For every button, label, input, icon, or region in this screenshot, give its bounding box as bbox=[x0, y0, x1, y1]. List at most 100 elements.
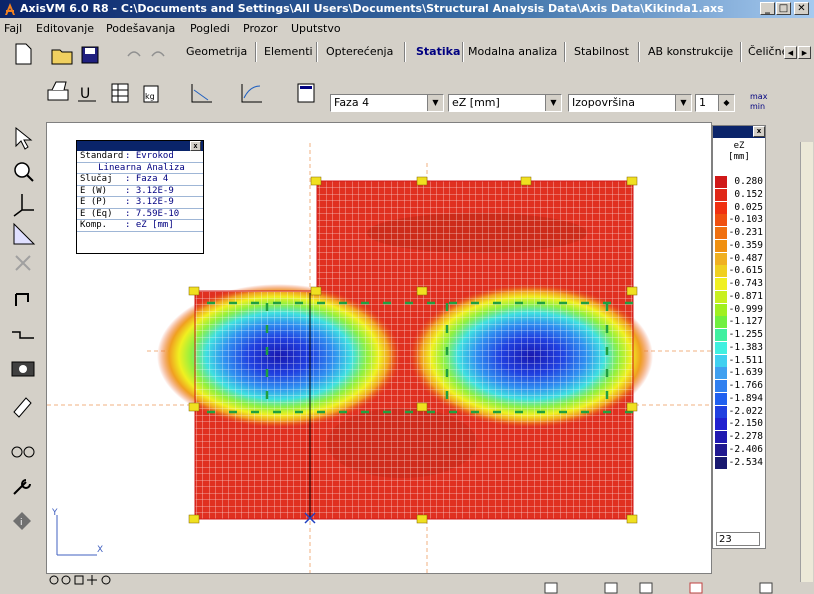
minimize-button[interactable]: _ bbox=[760, 2, 775, 15]
legend-swatch bbox=[715, 214, 727, 227]
menu-podesavanja[interactable]: Podešavanja bbox=[106, 22, 176, 35]
legend-count-input[interactable]: 23 bbox=[716, 532, 760, 546]
eraser-icon[interactable] bbox=[13, 397, 32, 418]
plate-shape[interactable] bbox=[157, 180, 653, 520]
menu-pogledi[interactable]: Pogledi bbox=[190, 22, 230, 35]
tab-scroll-left-button[interactable]: ◀ bbox=[784, 46, 797, 59]
legend-value: -0.487 bbox=[728, 252, 763, 264]
tab-modalna-analiza[interactable]: Modalna analiza bbox=[468, 45, 558, 58]
result-settings-icon[interactable] bbox=[297, 83, 315, 103]
camera-icon[interactable] bbox=[11, 361, 35, 377]
legend-value: -2.534 bbox=[728, 456, 763, 468]
menu-fajl[interactable]: Fajl bbox=[4, 22, 23, 35]
legend-swatch bbox=[715, 367, 727, 380]
display-mode-select[interactable]: Izopovršina ▼ bbox=[568, 94, 692, 112]
legend-swatch bbox=[715, 265, 727, 278]
menu-prozor[interactable]: Prozor bbox=[243, 22, 278, 35]
undo-icon[interactable] bbox=[127, 51, 141, 57]
diagram-px-icon[interactable] bbox=[241, 84, 262, 103]
legend-level: -2.022 bbox=[715, 405, 765, 419]
legend-level: -2.406 bbox=[715, 443, 765, 457]
component-select[interactable]: eZ [mm] ▼ bbox=[448, 94, 562, 112]
legend-title: eZ bbox=[733, 141, 745, 151]
zoom-icon[interactable] bbox=[14, 162, 34, 182]
tab-elementi[interactable]: Elementi bbox=[264, 45, 313, 58]
close-icon[interactable]: x bbox=[190, 141, 201, 151]
zoom-previous-icon[interactable] bbox=[101, 575, 111, 585]
redo-icon[interactable] bbox=[151, 51, 165, 57]
delete-x-icon[interactable] bbox=[15, 255, 31, 271]
tab-opterecenja[interactable]: Opterećenja bbox=[326, 45, 394, 58]
maximize-button[interactable]: □ bbox=[776, 2, 791, 15]
legend-swatch bbox=[715, 227, 727, 239]
open-folder-icon[interactable] bbox=[51, 49, 73, 65]
info-row: Linearna Analiza bbox=[77, 163, 203, 174]
legend-level: -2.534 bbox=[715, 456, 765, 470]
legend-value: -1.127 bbox=[728, 316, 763, 328]
new-file-icon[interactable] bbox=[15, 43, 32, 65]
frame-icon[interactable] bbox=[15, 293, 29, 306]
view-axes-icon[interactable] bbox=[13, 194, 34, 217]
tab-ab-konstrukcije[interactable]: AB konstrukcije bbox=[648, 45, 734, 58]
legend-value: -0.999 bbox=[728, 303, 763, 315]
info-icon[interactable]: i bbox=[13, 512, 31, 530]
snap-toolbar-icons[interactable] bbox=[544, 582, 773, 594]
legend-level: 0.025 bbox=[715, 201, 765, 215]
legend-value: -2.150 bbox=[728, 418, 763, 430]
perspective-icon[interactable] bbox=[13, 222, 36, 245]
spin-input[interactable]: 1 ◆ bbox=[695, 94, 735, 112]
legend-swatch bbox=[715, 278, 727, 290]
table-icon[interactable] bbox=[111, 83, 129, 103]
select-arrow-icon[interactable] bbox=[15, 126, 33, 150]
weight-kg-icon[interactable]: kg bbox=[143, 85, 159, 103]
glasses-icon[interactable] bbox=[11, 446, 35, 458]
legend-swatch bbox=[715, 188, 727, 201]
legend-value: -0.103 bbox=[728, 214, 763, 226]
legend-level: -2.278 bbox=[715, 431, 765, 444]
close-icon[interactable]: x bbox=[753, 126, 765, 137]
menu-editovanje[interactable]: Editovanje bbox=[36, 22, 95, 35]
pan-icon[interactable] bbox=[87, 575, 97, 585]
module-tabs: Geometrija Elementi Opterećenja Statika … bbox=[180, 40, 814, 66]
legend-header[interactable]: x bbox=[713, 126, 765, 138]
support-nodes bbox=[188, 176, 638, 524]
beam-icon[interactable] bbox=[12, 331, 34, 339]
menu-uputstvo[interactable]: Uputstvo bbox=[291, 22, 341, 35]
legend-swatch bbox=[715, 443, 727, 456]
close-button[interactable]: ✕ bbox=[794, 2, 809, 15]
tab-scroll-right-button[interactable]: ▶ bbox=[798, 46, 811, 59]
info-box-header[interactable]: x bbox=[77, 141, 203, 151]
print-icon[interactable] bbox=[47, 81, 69, 101]
legend-swatch bbox=[715, 201, 727, 214]
zoom-in-icon[interactable] bbox=[49, 575, 59, 585]
legend-level: -0.871 bbox=[715, 290, 765, 304]
vertical-scrollbar[interactable] bbox=[800, 142, 813, 582]
color-legend[interactable]: x eZ [mm] 0.280 0.152 0.025 -0.103 -0.231 -0.3… bbox=[712, 125, 766, 549]
legend-swatch bbox=[715, 431, 727, 443]
right-panel bbox=[766, 122, 814, 582]
zoom-out-icon[interactable] bbox=[61, 575, 71, 585]
tab-celicne[interactable]: Čelične bbox=[748, 45, 784, 58]
minmax-button[interactable]: max min bbox=[750, 92, 780, 114]
info-row: E (P): 3.12E-9 bbox=[77, 197, 203, 209]
diagram-py-icon[interactable] bbox=[191, 84, 212, 103]
underline-u-icon[interactable]: U bbox=[78, 86, 96, 102]
result-info-box[interactable]: x Standard: Evrokod Linearna Analiza Slu… bbox=[76, 140, 204, 254]
legend-level: -1.255 bbox=[715, 329, 765, 342]
zoom-fit-icon[interactable] bbox=[74, 575, 84, 585]
legend-value: -0.871 bbox=[728, 290, 763, 302]
legend-swatch bbox=[715, 316, 727, 329]
save-icon[interactable] bbox=[81, 46, 99, 64]
window-title: AxisVM 6.0 R8 - C:\Documents and Setting… bbox=[20, 2, 724, 15]
wrench-icon[interactable] bbox=[13, 479, 31, 495]
tab-statika[interactable]: Statika bbox=[416, 45, 461, 58]
load-case-value: Faza 4 bbox=[334, 96, 370, 109]
legend-value: -0.231 bbox=[728, 227, 763, 238]
tab-stabilnost[interactable]: Stabilnost bbox=[574, 45, 629, 58]
legend-level: -1.383 bbox=[715, 341, 765, 355]
legend-value: 0.025 bbox=[734, 201, 763, 213]
drawing-area[interactable]: Y X bbox=[46, 122, 712, 574]
title-bar: AxisVM 6.0 R8 - C:\Documents and Setting… bbox=[0, 0, 814, 18]
load-case-select[interactable]: Faza 4 ▼ bbox=[330, 94, 444, 112]
tab-geometrija[interactable]: Geometrija bbox=[186, 45, 248, 58]
